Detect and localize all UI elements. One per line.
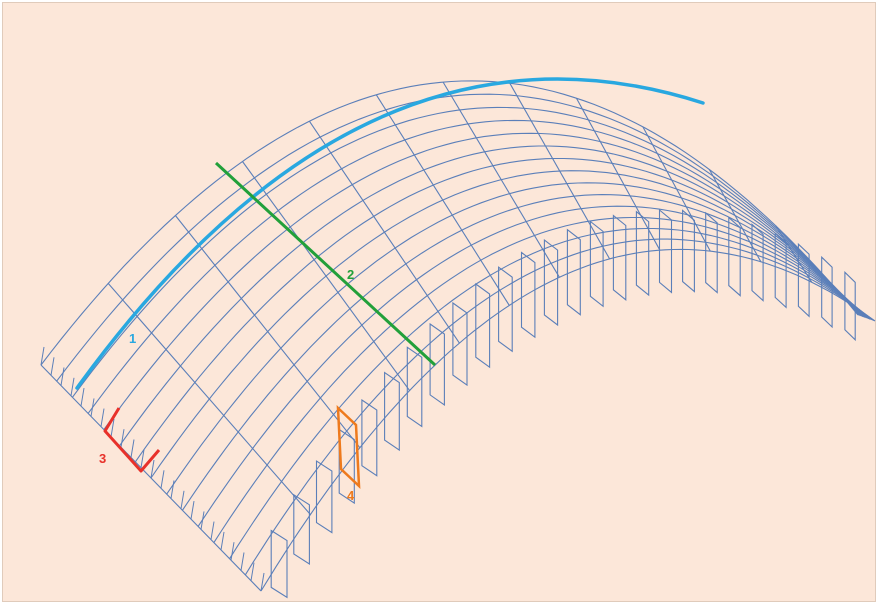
mesh-longitudinal-line bbox=[119, 145, 865, 447]
edge-tick bbox=[120, 429, 125, 448]
stiffener-panel bbox=[844, 270, 856, 342]
stiffener-panel bbox=[658, 208, 673, 294]
edge-tick bbox=[180, 490, 185, 509]
shell-mesh-grid bbox=[40, 80, 876, 592]
stiffener-panel bbox=[589, 220, 604, 308]
stiffener-panel bbox=[751, 223, 764, 302]
highlighted-longitudinal-curve-1 bbox=[75, 77, 705, 390]
highlighted-transverse-line-2 bbox=[214, 161, 437, 367]
label-1: 1 bbox=[129, 331, 136, 346]
mesh-transverse-line bbox=[174, 215, 361, 449]
edge-tick bbox=[200, 511, 205, 530]
stiffener-panel bbox=[293, 493, 310, 566]
mesh-longitudinal-line bbox=[260, 248, 876, 592]
edge-tick bbox=[210, 521, 215, 540]
mesh-longitudinal-line bbox=[213, 216, 872, 543]
stiffener-panel bbox=[566, 228, 581, 316]
edge-tick bbox=[90, 398, 95, 417]
mesh-transverse-line bbox=[308, 120, 460, 344]
curved-shell-mesh-diagram: 1 2 3 4 bbox=[40, 77, 876, 599]
stiffener-panel bbox=[774, 232, 787, 309]
mesh-longitudinal-line bbox=[56, 93, 860, 382]
edge-tick bbox=[150, 459, 155, 479]
stiffener-panel bbox=[520, 251, 536, 339]
edge-tick bbox=[100, 408, 105, 427]
edge-tick bbox=[230, 542, 235, 561]
rib-stiffeners bbox=[270, 208, 856, 599]
label-4: 4 bbox=[347, 488, 355, 503]
mesh-longitudinal-line bbox=[40, 80, 859, 366]
edge-tick bbox=[110, 418, 115, 437]
edge-tick bbox=[250, 562, 255, 581]
mesh-longitudinal-line bbox=[71, 106, 861, 398]
stiffener-panel bbox=[612, 214, 627, 301]
stiffener-panel bbox=[475, 282, 491, 369]
stiffener-panel bbox=[635, 210, 650, 297]
edge-tick bbox=[220, 531, 225, 550]
stiffener-panel bbox=[705, 211, 718, 294]
label-2: 2 bbox=[347, 267, 354, 282]
mesh-transverse-line bbox=[107, 283, 311, 515]
mesh-longitudinal-line bbox=[166, 182, 869, 495]
mesh-longitudinal-line bbox=[229, 227, 873, 559]
stiffener-panel bbox=[429, 322, 445, 406]
edge-tick bbox=[80, 388, 85, 407]
mesh-longitudinal-line bbox=[134, 157, 866, 463]
mesh-longitudinal-line bbox=[103, 132, 864, 430]
edge-tick bbox=[240, 552, 245, 571]
stiffener-panel bbox=[543, 238, 559, 327]
stiffener-panel bbox=[361, 398, 378, 477]
edge-tick bbox=[190, 501, 195, 520]
edge-tick bbox=[160, 470, 165, 489]
stiffener-panel bbox=[315, 460, 333, 534]
mesh-transverse-line bbox=[442, 81, 560, 278]
mesh-longitudinal-line bbox=[87, 119, 863, 414]
edge-tick bbox=[70, 377, 75, 396]
mesh-longitudinal-line bbox=[197, 205, 871, 527]
stiffener-panel bbox=[452, 301, 468, 387]
stiffener-panel bbox=[682, 209, 695, 293]
stiffener-panel bbox=[406, 346, 423, 428]
edge-tick bbox=[130, 439, 135, 458]
mesh-transverse-line bbox=[575, 97, 661, 251]
highlighted-stiffener-panel-4 bbox=[336, 404, 361, 490]
edge-tick bbox=[260, 572, 265, 592]
mesh-transverse-line bbox=[775, 225, 813, 283]
edge-tick bbox=[140, 449, 145, 468]
edge-tick bbox=[40, 346, 45, 366]
edge-tick bbox=[50, 357, 55, 376]
stiffener-panel bbox=[821, 255, 833, 329]
stiffener-panel bbox=[270, 529, 288, 599]
stiffener-panel bbox=[338, 428, 355, 505]
mesh-transverse-line bbox=[509, 82, 611, 260]
stiffener-panel bbox=[384, 371, 400, 452]
mesh-transverse-line bbox=[242, 161, 411, 391]
highlighted-edge-segment-3 bbox=[103, 407, 161, 473]
mesh-transverse-line bbox=[375, 94, 510, 306]
edge-tick bbox=[60, 367, 65, 386]
mesh-longitudinal-line bbox=[181, 194, 870, 511]
label-3: 3 bbox=[99, 451, 106, 466]
stiffener-panel bbox=[797, 242, 810, 318]
edge-tick bbox=[170, 480, 175, 499]
stiffener-panel bbox=[498, 266, 513, 353]
mesh-transverse-line bbox=[642, 126, 711, 252]
stiffener-panel bbox=[728, 216, 741, 297]
mesh-longitudinal-line bbox=[150, 170, 867, 479]
